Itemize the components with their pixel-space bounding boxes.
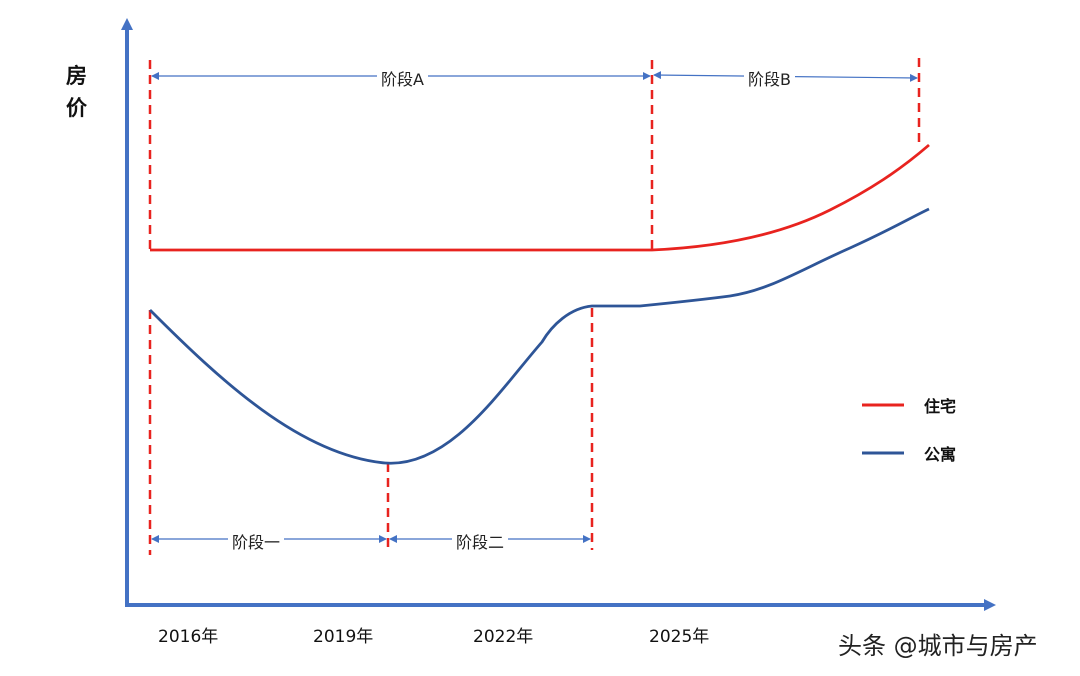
watermark-text: 头条 @城市与房产 xyxy=(838,632,1038,660)
series-line-residential xyxy=(150,143,930,252)
y-axis-title-char-2: 价 xyxy=(66,96,87,120)
x-tick-label: 2016年 xyxy=(158,627,219,647)
phase-a-label: 阶段A xyxy=(377,66,428,90)
series-line-apartment xyxy=(149,207,930,465)
x-tick-label: 2025年 xyxy=(649,627,710,647)
phase-1-label: 阶段一 xyxy=(228,529,285,553)
y-axis-title-char-1: 房 xyxy=(66,64,87,88)
phase-2-label: 阶段二 xyxy=(452,529,509,553)
x-tick-label: 2022年 xyxy=(473,627,534,647)
phase-b-label: 阶段B xyxy=(744,66,795,90)
x-tick-label: 2019年 xyxy=(313,627,374,647)
legend-label-apartment: 公寓 xyxy=(924,445,957,464)
legend-label-residential: 住宅 xyxy=(924,397,957,416)
